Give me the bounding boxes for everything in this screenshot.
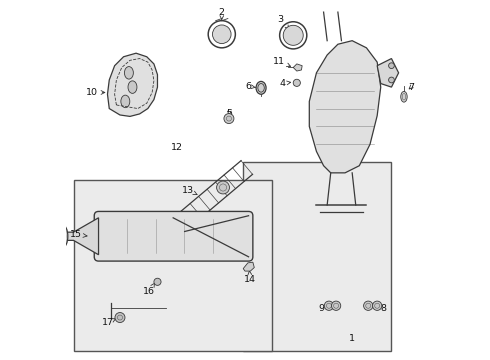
Text: 3: 3 [278, 15, 289, 29]
Text: 1: 1 [349, 334, 355, 343]
Text: 6: 6 [245, 82, 256, 91]
Circle shape [213, 25, 231, 44]
Polygon shape [243, 262, 254, 271]
Ellipse shape [256, 81, 266, 94]
Text: 17: 17 [101, 318, 116, 327]
Text: 15: 15 [71, 230, 87, 239]
Circle shape [324, 301, 334, 310]
Text: 14: 14 [245, 271, 256, 284]
Text: 2: 2 [219, 8, 225, 20]
FancyBboxPatch shape [94, 211, 253, 261]
Bar [243, 162, 392, 351]
Polygon shape [309, 41, 381, 173]
Text: 13: 13 [182, 185, 197, 195]
Circle shape [224, 113, 234, 123]
Ellipse shape [124, 67, 133, 79]
Ellipse shape [58, 225, 68, 247]
Text: 11: 11 [273, 57, 291, 67]
Text: 5: 5 [226, 109, 232, 118]
Circle shape [283, 25, 303, 45]
Circle shape [389, 77, 394, 83]
Ellipse shape [128, 81, 137, 93]
Circle shape [331, 301, 341, 310]
Polygon shape [66, 218, 98, 255]
Circle shape [389, 63, 394, 68]
Text: 16: 16 [143, 283, 155, 296]
Text: 8: 8 [377, 304, 386, 313]
Bar [74, 180, 272, 351]
Ellipse shape [401, 91, 407, 102]
Circle shape [217, 181, 229, 194]
Circle shape [115, 312, 125, 323]
Ellipse shape [60, 229, 66, 244]
Text: 10: 10 [86, 88, 105, 97]
Circle shape [372, 301, 382, 310]
Polygon shape [377, 59, 398, 87]
Text: 12: 12 [171, 143, 183, 152]
Text: 7: 7 [408, 83, 414, 92]
Circle shape [364, 301, 373, 310]
Text: 4: 4 [279, 79, 291, 88]
Polygon shape [293, 64, 302, 71]
Polygon shape [107, 53, 157, 116]
Circle shape [293, 79, 300, 86]
Text: 9: 9 [319, 304, 329, 313]
Circle shape [154, 278, 161, 285]
Ellipse shape [121, 95, 130, 108]
